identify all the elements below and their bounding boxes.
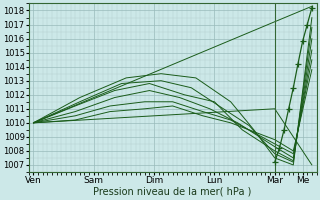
X-axis label: Pression niveau de la mer( hPa ): Pression niveau de la mer( hPa )	[93, 187, 252, 197]
